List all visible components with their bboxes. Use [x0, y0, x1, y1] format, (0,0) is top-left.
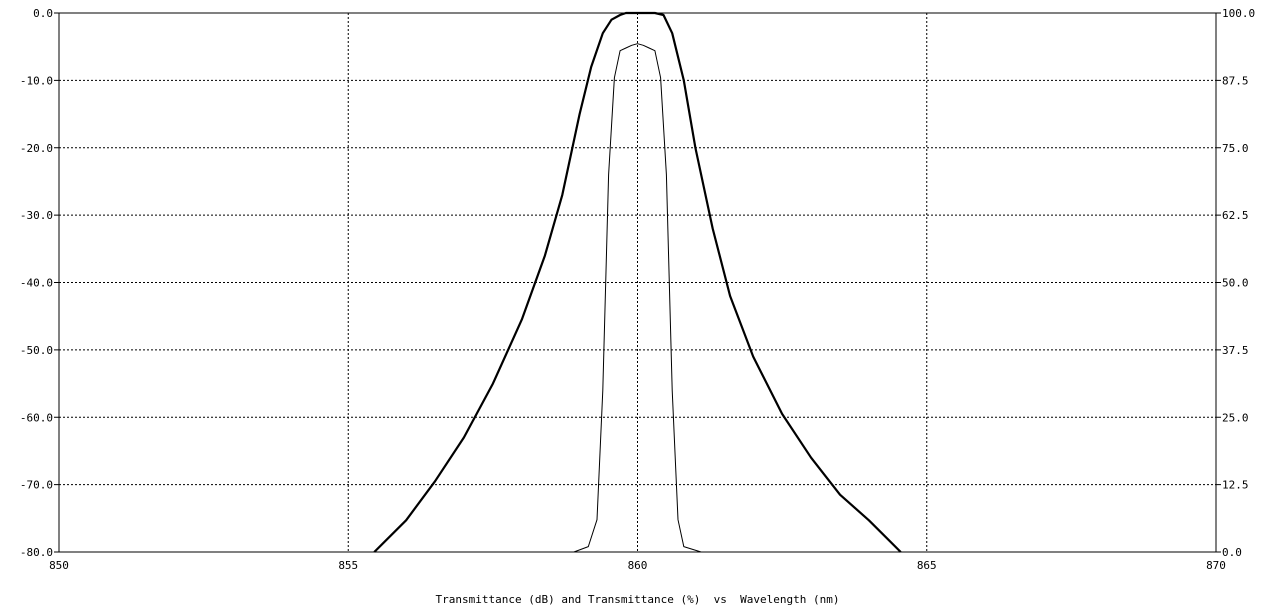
series-line-db: [373, 11, 902, 553]
x-tick-label: 850: [49, 559, 69, 572]
y-left-tick-label: -20.0: [20, 142, 53, 155]
y-right-tick-label: 75.0: [1222, 142, 1249, 155]
y-left-tick-label: -10.0: [20, 74, 53, 87]
y-left-tick-label: -80.0: [20, 546, 53, 559]
y-right-tick-label: 0.0: [1222, 546, 1242, 559]
x-tick-label: 870: [1206, 559, 1226, 572]
tick-labels: 850 855 860 865 8700.0-10.0-20.0-30.0-40.0-5…: [20, 7, 1255, 572]
x-axis-label: Transmittance (dB) and Transmittance (%)…: [436, 593, 840, 606]
y-left-tick-label: -40.0: [20, 277, 53, 290]
series-layer: [373, 11, 902, 553]
y-right-tick-label: 50.0: [1222, 277, 1249, 290]
x-tick-label: 865: [917, 559, 937, 572]
y-right-tick-label: 25.0: [1222, 411, 1249, 424]
grid-lines: [54, 12, 1221, 553]
x-tick-label: 860: [628, 559, 648, 572]
y-left-tick-label: -60.0: [20, 411, 53, 424]
y-left-tick-label: -30.0: [20, 209, 53, 222]
y-right-tick-label: 87.5: [1222, 74, 1249, 87]
y-left-tick-label: 0.0: [33, 7, 53, 20]
y-left-tick-label: -50.0: [20, 344, 53, 357]
y-right-tick-label: 37.5: [1222, 344, 1249, 357]
y-right-tick-label: 62.5: [1222, 209, 1249, 222]
series-line-percent: [573, 43, 702, 553]
x-tick-label: 855: [338, 559, 358, 572]
y-right-tick-label: 12.5: [1222, 479, 1249, 492]
y-left-tick-label: -70.0: [20, 479, 53, 492]
y-right-tick-label: 100.0: [1222, 7, 1255, 20]
